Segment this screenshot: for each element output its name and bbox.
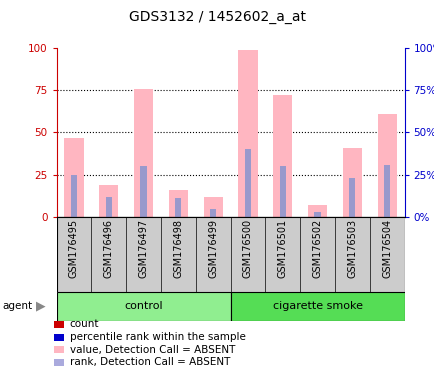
Bar xyxy=(99,185,118,217)
Text: GSM176502: GSM176502 xyxy=(312,219,322,278)
Bar xyxy=(64,137,83,217)
Text: ▶: ▶ xyxy=(36,300,45,313)
Bar xyxy=(140,166,146,217)
Text: cigarette smoke: cigarette smoke xyxy=(272,301,362,311)
Bar xyxy=(210,209,216,217)
Bar xyxy=(71,175,77,217)
Bar xyxy=(203,197,222,217)
Text: GSM176497: GSM176497 xyxy=(138,219,148,278)
Text: count: count xyxy=(69,319,99,329)
Text: GSM176503: GSM176503 xyxy=(347,219,356,278)
Bar xyxy=(307,205,326,217)
Bar xyxy=(314,212,320,217)
Text: GSM176498: GSM176498 xyxy=(173,219,183,278)
Bar xyxy=(105,197,112,217)
Bar xyxy=(279,166,285,217)
Text: value, Detection Call = ABSENT: value, Detection Call = ABSENT xyxy=(69,345,234,355)
Bar xyxy=(238,50,257,217)
Bar xyxy=(383,165,389,217)
Bar xyxy=(168,190,187,217)
Bar xyxy=(230,292,404,321)
Bar xyxy=(134,89,153,217)
Text: GSM176504: GSM176504 xyxy=(381,219,391,278)
Bar xyxy=(377,114,396,217)
Text: GSM176501: GSM176501 xyxy=(277,219,287,278)
Text: GDS3132 / 1452602_a_at: GDS3132 / 1452602_a_at xyxy=(129,10,305,23)
Bar xyxy=(349,178,355,217)
Text: rank, Detection Call = ABSENT: rank, Detection Call = ABSENT xyxy=(69,358,230,367)
Text: percentile rank within the sample: percentile rank within the sample xyxy=(69,332,245,342)
Text: agent: agent xyxy=(2,301,32,311)
Text: GSM176500: GSM176500 xyxy=(243,219,252,278)
Text: GSM176499: GSM176499 xyxy=(208,219,217,278)
Bar xyxy=(56,292,230,321)
Text: GSM176495: GSM176495 xyxy=(69,219,79,278)
Text: GSM176496: GSM176496 xyxy=(104,219,113,278)
Bar xyxy=(273,95,292,217)
Bar xyxy=(244,149,250,217)
Bar xyxy=(342,148,361,217)
Bar xyxy=(175,199,181,217)
Text: control: control xyxy=(124,301,162,311)
